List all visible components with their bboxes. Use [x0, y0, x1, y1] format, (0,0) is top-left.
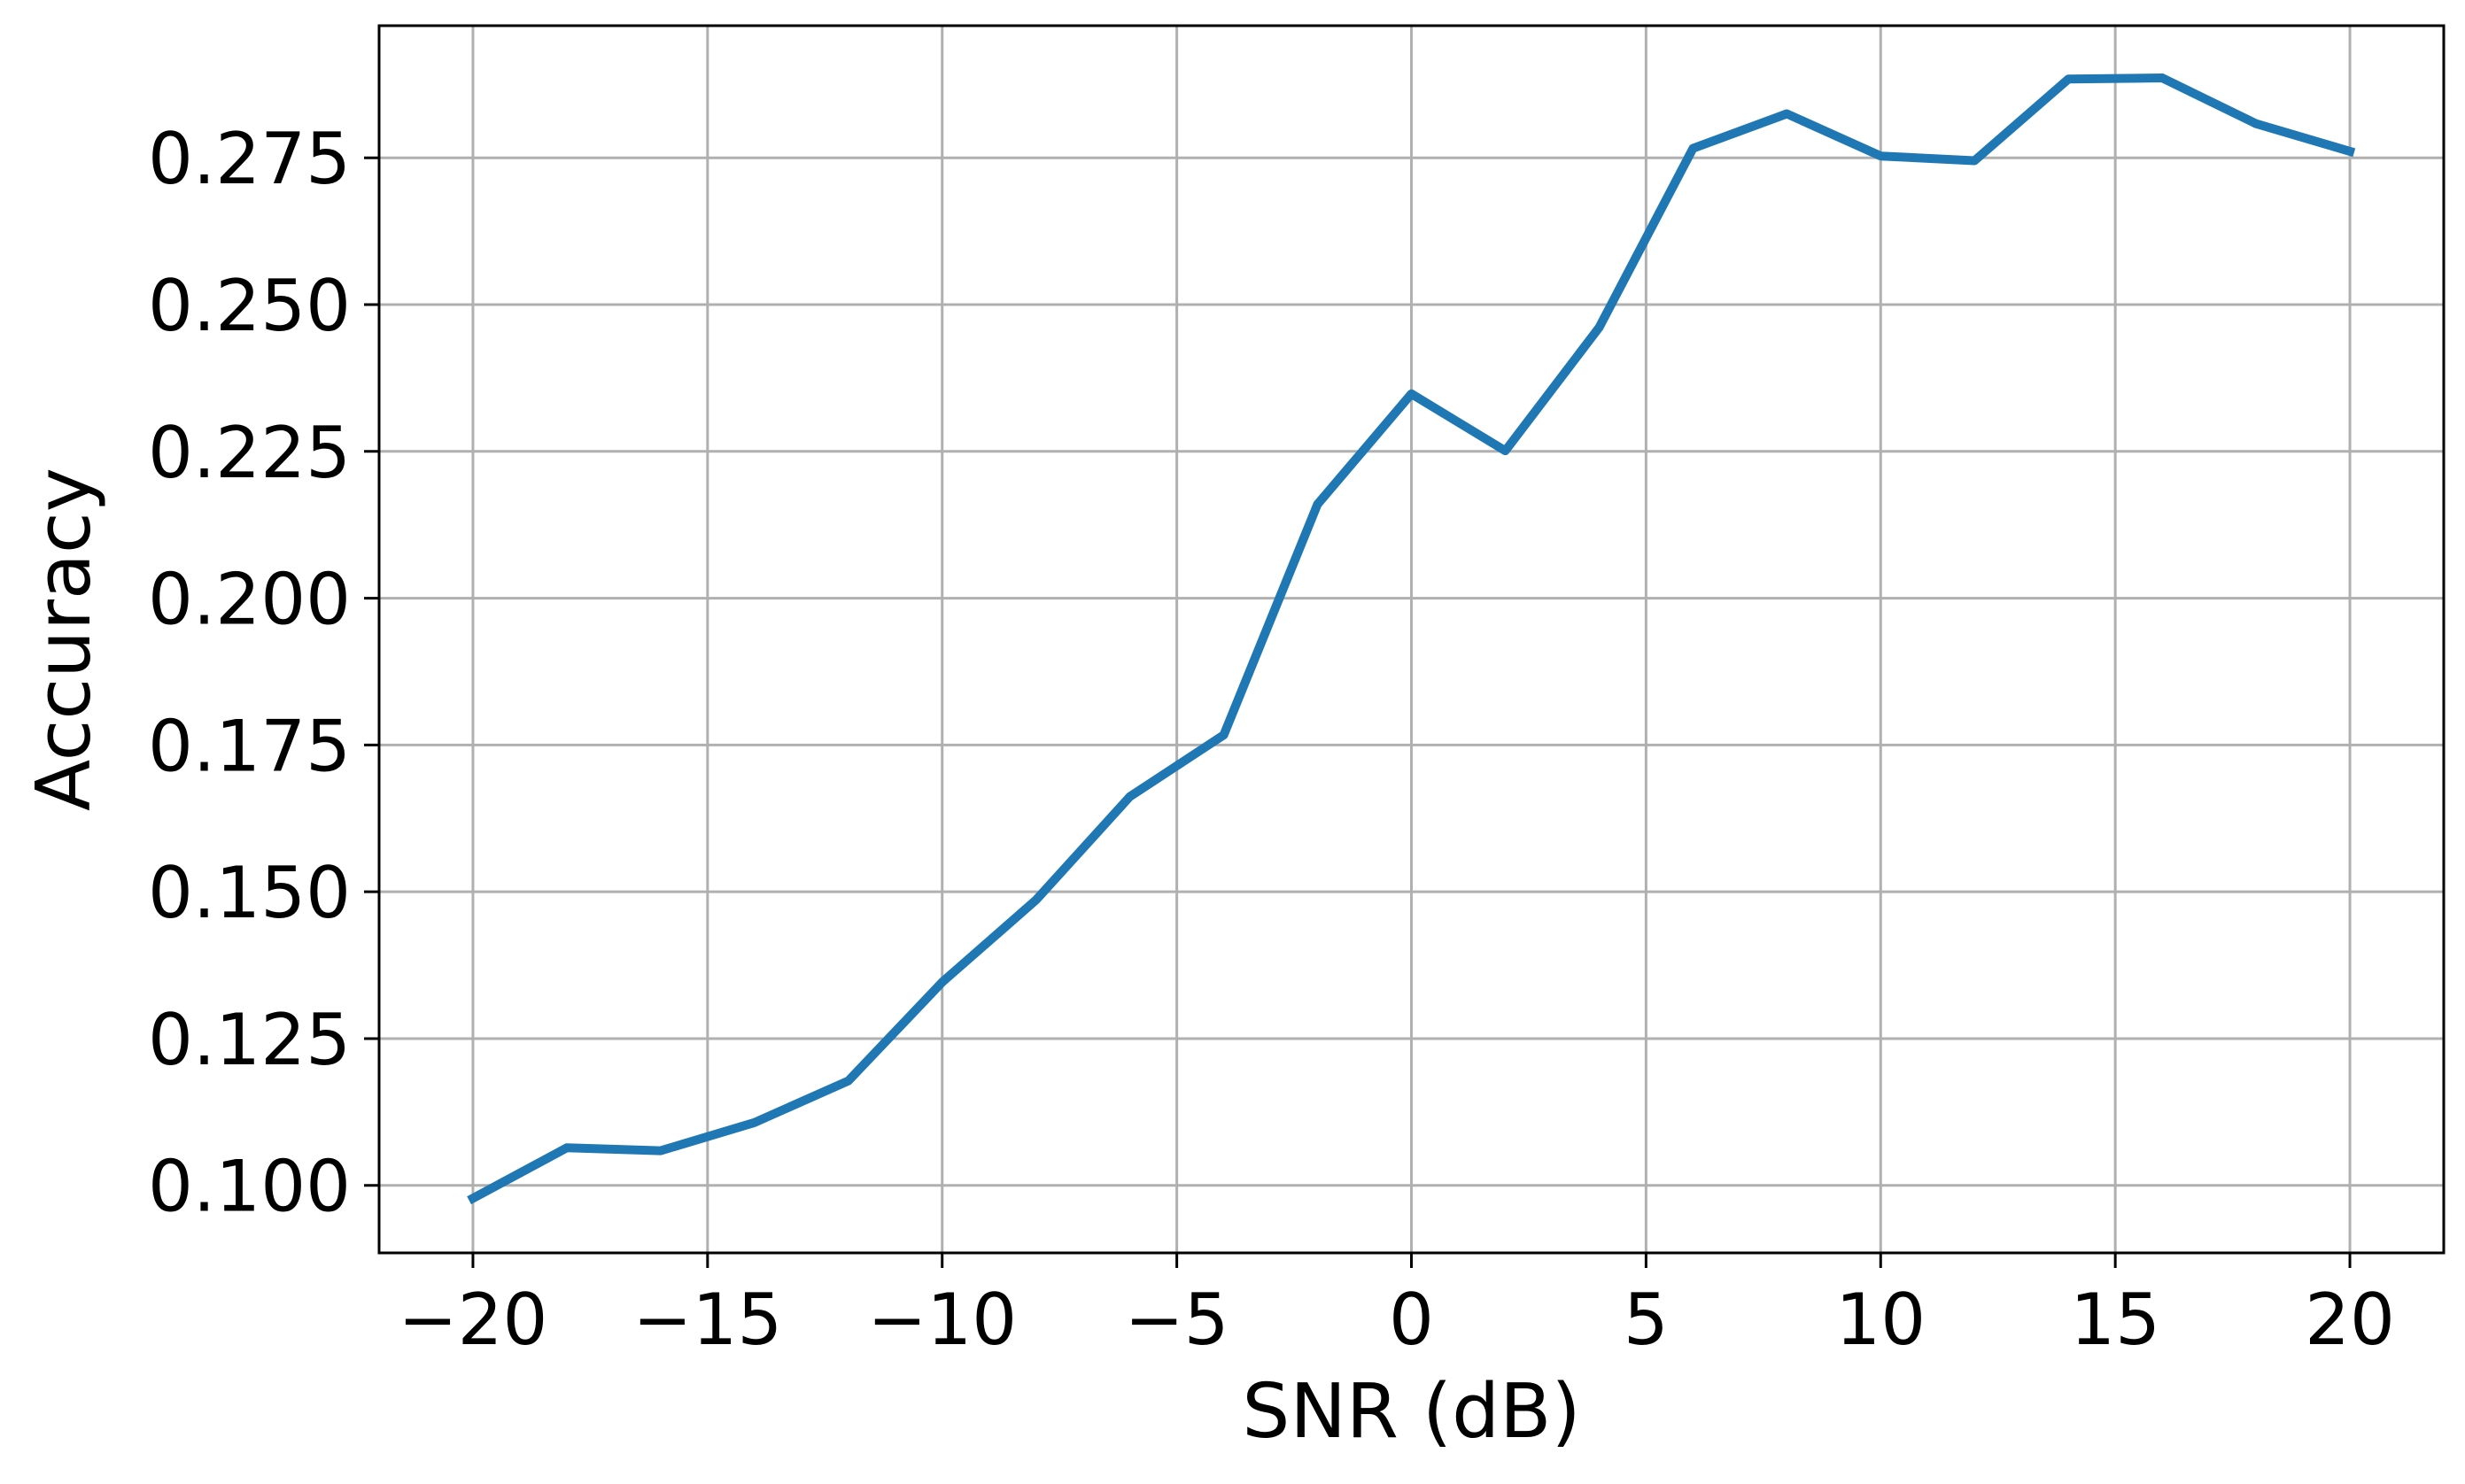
x-tick-label: −15 [632, 1279, 782, 1361]
y-tick-label: 0.250 [148, 265, 351, 347]
y-tick-label: 0.125 [148, 999, 351, 1081]
y-tick-label: 0.175 [148, 705, 351, 787]
y-tick-label: 0.100 [148, 1146, 351, 1228]
grid [379, 26, 2444, 1253]
x-tick-label: 5 [1624, 1279, 1669, 1361]
x-tick-label: 0 [1389, 1279, 1434, 1361]
x-tick-label: 20 [2305, 1279, 2395, 1361]
y-tick-label: 0.225 [148, 412, 351, 494]
x-tick-label: 15 [2070, 1279, 2160, 1361]
y-tick-label: 0.200 [148, 559, 351, 641]
y-axis-label: Accuracy [20, 468, 108, 811]
y-tick-label: 0.275 [148, 118, 351, 200]
x-tick-label: −20 [399, 1279, 548, 1361]
x-tick-label: −5 [1125, 1279, 1229, 1361]
y-tick-label: 0.150 [148, 852, 351, 934]
x-tick-label: −10 [867, 1279, 1017, 1361]
x-axis-label: SNR (dB) [1242, 1368, 1580, 1456]
x-tick-label: 10 [1835, 1279, 1926, 1361]
